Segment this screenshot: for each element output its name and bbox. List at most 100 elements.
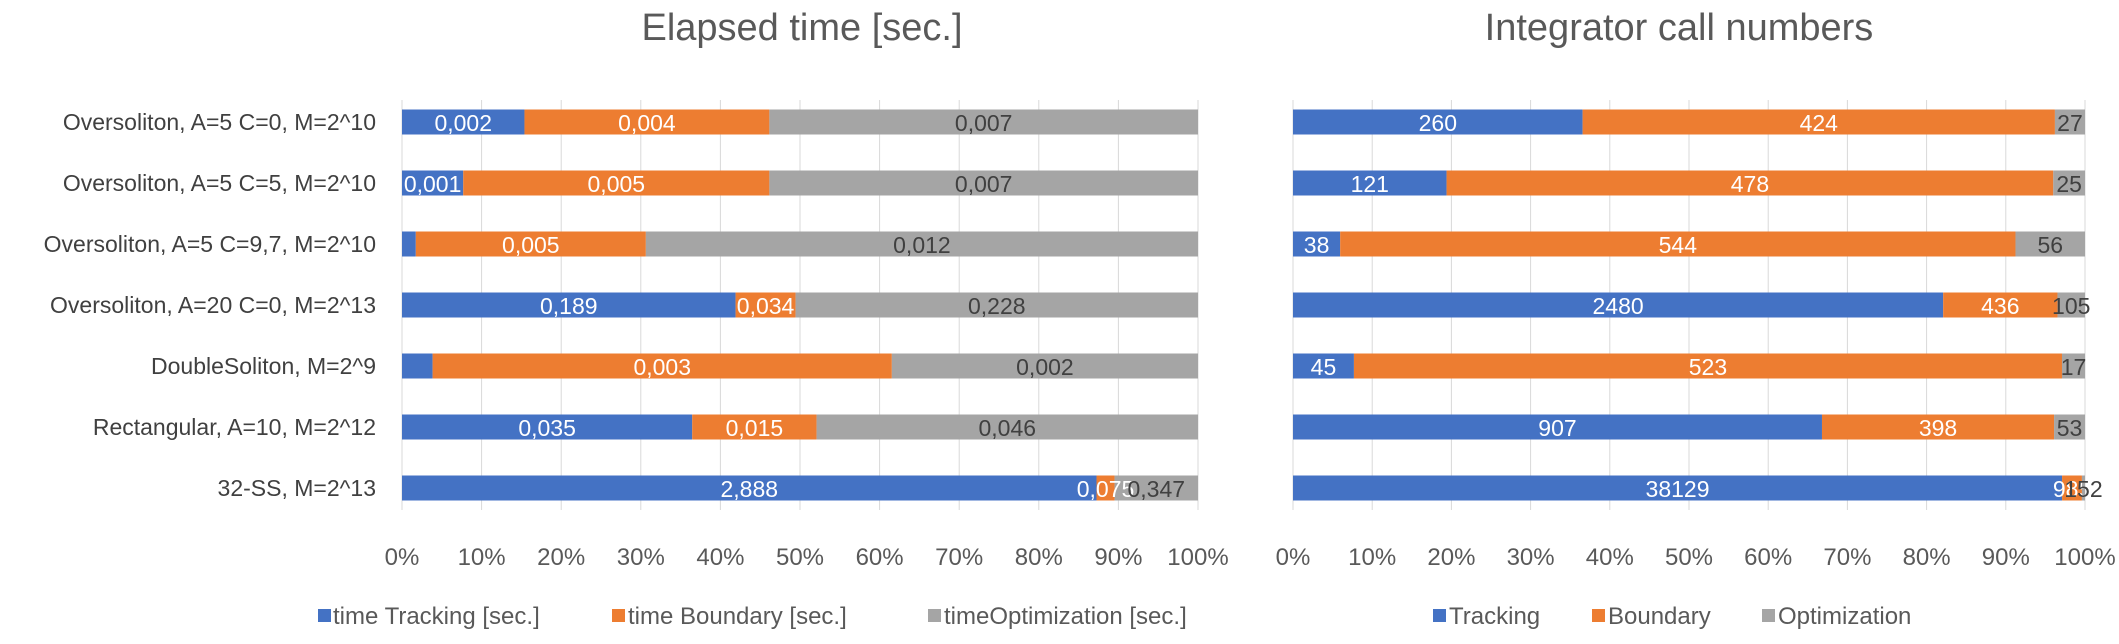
data-label: 2,888 <box>720 476 778 502</box>
bar-segment <box>816 414 1198 440</box>
data-label: 544 <box>1659 232 1698 258</box>
legend-swatch <box>1592 609 1605 622</box>
data-label: 0,004 <box>618 110 676 136</box>
integrator-calls-chart: Integrator call numbers 260 424 27 121 478 25… <box>1276 7 2116 630</box>
elapsed-time-chart: Elapsed time [sec.] 0,002 0,004 0,007 0,001… <box>44 7 1229 630</box>
legend-swatch <box>612 609 625 622</box>
x-tick-label: 0% <box>1276 544 1311 571</box>
bar-segment <box>463 170 770 196</box>
data-label: 424 <box>1800 110 1839 136</box>
legend-swatch <box>1762 609 1775 622</box>
legend-swatch <box>1433 609 1446 622</box>
x-tick-label: 50% <box>776 544 824 571</box>
bar-segment <box>795 292 1198 318</box>
x-tick-label: 90% <box>1982 544 2030 571</box>
bar-segment <box>2054 414 2085 440</box>
legend-label: time Tracking [sec.] <box>333 603 540 630</box>
data-label: 0,003 <box>633 354 691 380</box>
bar-segment <box>524 109 770 135</box>
bar-segment <box>2015 231 2085 257</box>
bar-segment <box>2061 353 2085 379</box>
x-tick-label: 80% <box>1015 544 1063 571</box>
data-label: 105 <box>2052 293 2090 319</box>
data-label: 0,034 <box>737 293 795 319</box>
x-tick-label: 20% <box>537 544 585 571</box>
data-label: 0,005 <box>502 232 560 258</box>
data-label: 152 <box>2064 476 2102 502</box>
category-label: DoubleSoliton, M=2^9 <box>151 353 376 379</box>
bar-segment <box>645 231 1198 257</box>
elapsed-time-bars: 0,002 0,004 0,007 0,001 0,005 0,007 0,005 0,012… <box>402 109 1198 502</box>
data-label: 0,075 <box>1077 476 1135 502</box>
elapsed-time-legend: time Tracking [sec.] time Boundary [sec.]… <box>318 603 1187 630</box>
bar-segment <box>2054 109 2085 135</box>
bar-segment <box>1096 475 1115 501</box>
bar-segment <box>769 170 1198 196</box>
bar-segment <box>1943 292 2058 318</box>
data-label: 0,015 <box>726 415 784 441</box>
integrator-calls-x-tick-labels: 0% 10% 20% 30% 40% 50% 60% 70% 80% 90% 100% <box>1276 544 2116 571</box>
integrator-calls-bars: 260 424 27 121 478 25 38 544 56 2480 436 105 45 523 17… <box>1293 109 2103 502</box>
data-label: 398 <box>1919 415 1957 441</box>
bar-segment <box>2057 292 2085 318</box>
legend-label: Optimization <box>1778 603 1911 630</box>
category-label: Oversoliton, A=5 C=0, M=2^10 <box>63 109 376 135</box>
bar-segment <box>1293 231 1341 257</box>
x-tick-label: 50% <box>1665 544 1713 571</box>
data-label: 0,347 <box>1127 476 1185 502</box>
bar-segment <box>735 292 796 318</box>
bar-segment <box>1293 109 1583 135</box>
data-label: 0,005 <box>588 171 646 197</box>
data-label: 56 <box>2037 232 2063 258</box>
data-label: 53 <box>2057 415 2083 441</box>
data-label: 523 <box>1689 354 1727 380</box>
category-label: Oversoliton, A=20 C=0, M=2^13 <box>50 292 376 318</box>
legend-label: timeOptimization [sec.] <box>944 603 1187 630</box>
bar-segment <box>2081 475 2085 501</box>
bar-segment <box>891 353 1198 379</box>
x-tick-label: 40% <box>1586 544 1634 571</box>
category-label: 32-SS, M=2^13 <box>218 475 376 501</box>
category-label: Rectangular, A=10, M=2^12 <box>93 414 376 440</box>
data-label: 2480 <box>1592 293 1643 319</box>
x-tick-label: 40% <box>696 544 744 571</box>
bar-segment <box>1293 353 1354 379</box>
x-tick-label: 100% <box>1167 544 1228 571</box>
data-label: 25 <box>2056 171 2082 197</box>
data-label: 0,189 <box>540 293 598 319</box>
bar-segment <box>402 231 416 257</box>
bar-segment <box>1446 170 2054 196</box>
bar-segment <box>402 414 693 440</box>
data-label: 0,035 <box>518 415 576 441</box>
bar-segment <box>402 353 433 379</box>
bar-segment <box>1582 109 2055 135</box>
data-label: 0,001 <box>404 171 462 197</box>
data-label: 45 <box>1311 354 1337 380</box>
data-label: 436 <box>1981 293 2019 319</box>
bar-segment <box>402 475 1097 501</box>
x-tick-label: 80% <box>1903 544 1951 571</box>
legend-swatch <box>318 609 331 622</box>
legend-swatch <box>928 609 941 622</box>
bar-segment <box>1114 475 1198 501</box>
bar-segment <box>402 170 464 196</box>
data-label: 0,002 <box>434 110 492 136</box>
x-tick-label: 70% <box>1823 544 1871 571</box>
bar-segment <box>1293 414 1822 440</box>
x-tick-label: 10% <box>458 544 506 571</box>
bar-segment <box>2062 475 2082 501</box>
x-tick-label: 30% <box>617 544 665 571</box>
bar-segment <box>402 109 525 135</box>
bar-segment <box>1293 292 1944 318</box>
data-label: 17 <box>2061 354 2087 380</box>
integrator-calls-legend: Tracking Boundary Optimization <box>1433 603 1911 630</box>
x-tick-label: 0% <box>385 544 420 571</box>
data-label: 907 <box>1538 415 1576 441</box>
x-tick-label: 10% <box>1348 544 1396 571</box>
bar-segment <box>1293 475 2063 501</box>
data-label: 38129 <box>1646 476 1710 502</box>
bar-segment <box>432 353 892 379</box>
x-tick-label: 90% <box>1094 544 1142 571</box>
bar-segment <box>415 231 646 257</box>
